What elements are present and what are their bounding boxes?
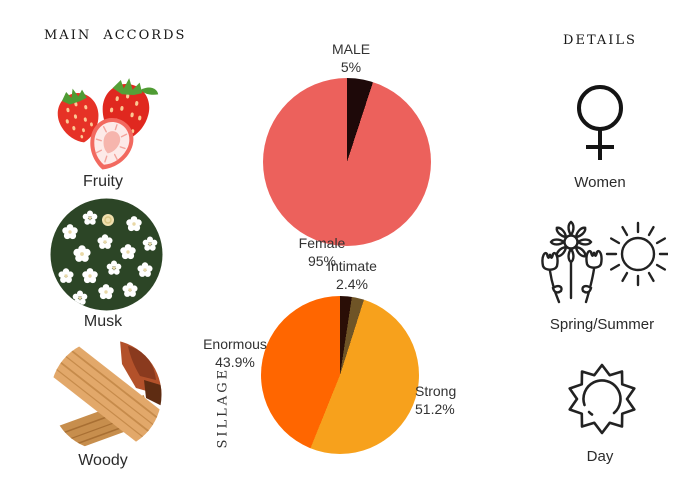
wood-sticks-illustration xyxy=(50,339,162,451)
detail-label-women: Women xyxy=(574,174,626,191)
accord-label-fruity: Fruity xyxy=(83,173,123,190)
accord-label-woody: Woody xyxy=(78,452,128,469)
enormous-slice-label: Enormous xyxy=(203,336,267,352)
day-detail xyxy=(564,360,640,440)
detail-label-day: Day xyxy=(586,448,614,465)
sillage-axis-label: SILLAGE xyxy=(215,366,231,449)
sillage-pie-enormous-label: Enormous 43.9% xyxy=(190,336,280,371)
enormous-slice-value: 43.9% xyxy=(215,353,255,370)
flowers-and-sun-icon xyxy=(541,220,668,304)
fruity-strawberries-image xyxy=(48,52,163,172)
accord-label-musk: Musk xyxy=(83,313,123,330)
gender-pie-male-label: MALE 5% xyxy=(306,41,396,76)
detail-label-spring-summer: Spring/Summer xyxy=(549,316,655,333)
female-slice-value: 95% xyxy=(307,252,337,269)
details-header: DETAILS xyxy=(563,33,637,48)
male-slice-value: 5% xyxy=(340,58,362,75)
female-symbol-icon xyxy=(577,85,623,160)
male-slice-label: MALE xyxy=(331,41,371,57)
sillage-pie-intimate-label: Intimate 2.4% xyxy=(307,258,397,293)
female-slice-label: Female xyxy=(298,235,346,251)
women-detail xyxy=(574,84,626,164)
strawberries-illustration xyxy=(57,78,159,170)
spiky-sun-icon xyxy=(568,363,636,435)
gender-pie-chart xyxy=(263,78,431,246)
strong-slice-label: Strong xyxy=(415,383,457,399)
intimate-slice-label: Intimate xyxy=(327,258,377,274)
gender-pie-female-label: Female 95% xyxy=(277,235,367,270)
intimate-slice-value: 2.4% xyxy=(336,275,368,292)
woody-sticks-image xyxy=(48,336,163,452)
sillage-pie-chart xyxy=(261,296,419,454)
spring-summer-detail xyxy=(538,212,668,304)
sillage-pie-strong-label: Strong 51.2% xyxy=(415,383,485,418)
musk-flowers-image xyxy=(50,198,163,311)
white-flowers-illustration xyxy=(50,198,163,311)
strong-slice-value: 51.2% xyxy=(415,400,455,417)
main-accords-header: MAIN ACCORDS xyxy=(44,28,187,43)
